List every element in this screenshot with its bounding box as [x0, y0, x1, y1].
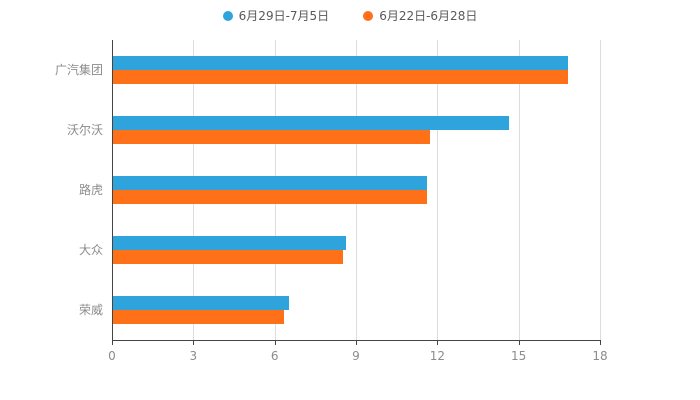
bar-week-previous[interactable]	[113, 310, 284, 324]
bar-week-previous[interactable]	[113, 70, 569, 84]
bar-week-current[interactable]	[113, 236, 347, 250]
x-tick-label: 0	[108, 349, 116, 363]
bar-week-previous[interactable]	[113, 250, 344, 264]
x-tick-mark	[356, 340, 357, 345]
legend-marker-icon	[222, 10, 233, 21]
x-tick-label: 9	[352, 349, 360, 363]
gridline	[600, 40, 601, 340]
y-category-label: 路虎	[78, 183, 103, 197]
bar-week-current[interactable]	[113, 176, 428, 190]
y-category-label: 广汽集团	[54, 63, 103, 77]
x-tick-label: 12	[429, 349, 445, 363]
bar-week-current[interactable]	[113, 116, 509, 130]
y-category-label: 大众	[78, 243, 103, 257]
x-tick-mark	[518, 340, 520, 345]
x-tick-label: 15	[511, 349, 527, 363]
x-tick-mark	[600, 340, 601, 345]
legend-label-week-current: 6月29日-7月5日	[238, 9, 330, 23]
x-tick-mark	[193, 340, 195, 345]
legend-item-week-previous[interactable]: 6月22日-6月28日	[363, 7, 477, 24]
gridline	[437, 40, 439, 340]
y-axis-line	[112, 40, 113, 341]
x-tick-mark	[112, 340, 113, 345]
legend-item-week-current[interactable]: 6月29日-7月5日	[222, 7, 330, 24]
x-tick-label: 6	[270, 349, 279, 363]
legend-marker-icon	[363, 10, 374, 21]
bar-week-current[interactable]	[113, 296, 290, 310]
bar-week-current[interactable]	[113, 56, 569, 70]
y-category-label: 沃尔沃	[66, 123, 103, 137]
x-tick-label: 18	[592, 349, 608, 363]
x-tick-mark	[274, 340, 276, 345]
bar-week-previous[interactable]	[113, 190, 428, 204]
legend: 6月29日-7月5日 6月22日-6月28日	[0, 7, 700, 24]
bar-week-previous[interactable]	[113, 130, 431, 144]
legend-label-week-previous: 6月22日-6月28日	[379, 9, 478, 23]
gridline	[518, 40, 520, 340]
x-tick-label: 3	[189, 349, 198, 363]
x-tick-mark	[437, 340, 439, 345]
y-category-label: 荣威	[78, 303, 103, 317]
